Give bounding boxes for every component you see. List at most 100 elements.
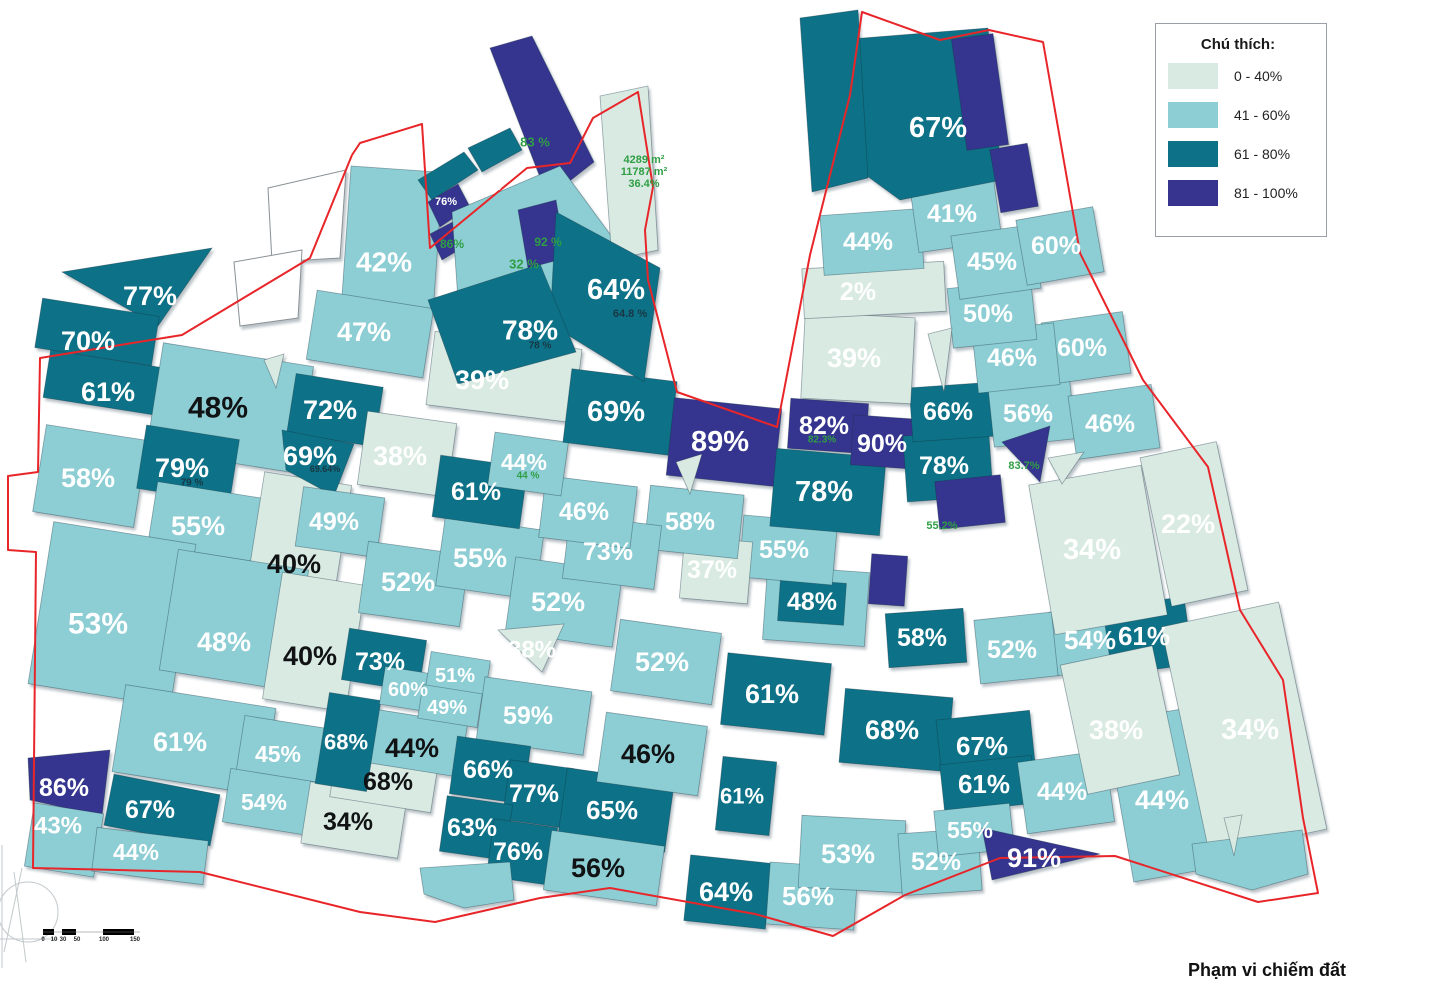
block-percentage-label: 61% [958, 769, 1010, 799]
block-percentage-label: 45% [255, 741, 301, 767]
block-percentage-label: 48% [188, 392, 248, 425]
legend-item: 61 - 80% [1168, 141, 1326, 167]
block-annotation: 32 % [509, 257, 539, 272]
block-percentage-label: 44% [1037, 778, 1087, 806]
map-block [981, 827, 1101, 881]
block-percentage-label: 44% [843, 228, 893, 256]
block-percentage-label: 69% [283, 441, 337, 471]
map-block [314, 692, 382, 792]
map-block [610, 618, 722, 706]
map-block [542, 829, 666, 907]
block-percentage-label: 55% [947, 817, 993, 843]
block-percentage-label: 38% [508, 637, 556, 664]
block-percentage-label: 52% [635, 647, 689, 677]
block-percentage-label: 48% [197, 627, 251, 657]
block-percentage-label: 61% [451, 478, 501, 506]
block-percentage-label: 49% [427, 697, 467, 719]
legend-item-label: 81 - 100% [1234, 185, 1298, 201]
block-percentage-label: 76% [479, 181, 501, 193]
legend-item-label: 61 - 80% [1234, 146, 1291, 162]
block-percentage-label: 41% [927, 200, 977, 228]
legend-swatch [1168, 102, 1218, 128]
block-percentage-label: 60% [1057, 334, 1107, 362]
block-percentage-label: 63% [447, 814, 497, 842]
block-percentage-label: 45% [967, 248, 1017, 276]
block-percentage-label: 73% [355, 648, 405, 676]
map-block [596, 711, 708, 797]
block-annotation: 4289 m² [624, 154, 665, 166]
block-percentage-label: 54% [1064, 625, 1116, 655]
block-percentage-label: 68% [324, 730, 368, 755]
block-percentage-label: 77% [123, 281, 177, 311]
map-block [419, 861, 515, 909]
block-percentage-label: 58% [897, 624, 947, 652]
legend-swatch [1168, 63, 1218, 89]
block-percentage-label: 38% [373, 441, 427, 471]
legend-swatch [1168, 180, 1218, 206]
block-percentage-label: 68% [363, 768, 413, 796]
block-percentage-label: 46% [559, 498, 609, 526]
block-percentage-label: 52% [911, 848, 961, 876]
block-percentage-label: 82% [799, 412, 849, 440]
block-percentage-label: 90% [857, 430, 907, 458]
block-percentage-label: 43% [34, 813, 82, 840]
block-percentage-label: 55% [759, 536, 809, 564]
block-annotation: 78 % [529, 341, 552, 352]
block-percentage-label: 61% [720, 784, 764, 809]
map-block [1001, 425, 1051, 483]
block-percentage-label: 34% [323, 808, 373, 836]
scale-bar-tick-label: 10 [51, 937, 58, 943]
legend-item-label: 41 - 60% [1234, 107, 1291, 123]
block-percentage-label: 52% [381, 567, 435, 597]
map-block [1028, 464, 1168, 636]
block-percentage-label: 58% [61, 463, 115, 493]
block-percentage-label: 44% [1135, 785, 1189, 815]
block-percentage-label: 49% [309, 508, 359, 536]
block-percentage-label: 79% [155, 453, 209, 483]
block-percentage-label: 38% [1089, 715, 1143, 745]
map-block [989, 142, 1039, 214]
block-percentage-label: 69% [587, 396, 645, 428]
block-annotation: 83 % [520, 135, 550, 150]
legend-items: 0 - 40% 41 - 60% 61 - 80% 81 - 100% [1168, 63, 1326, 206]
block-percentage-label: 46% [621, 739, 675, 769]
block-percentage-label: 46% [1085, 410, 1135, 438]
block-percentage-label: 44% [385, 733, 439, 763]
map-block [1015, 206, 1105, 286]
map-block [538, 475, 638, 549]
block-percentage-label: 61% [153, 727, 207, 757]
block-percentage-label: 58% [665, 508, 715, 536]
map-block [305, 289, 435, 379]
block-percentage-label: 50% [963, 300, 1013, 328]
block-annotation: 11787 m² [621, 166, 668, 178]
map-block [467, 127, 523, 173]
legend: Chú thích: 0 - 40% 41 - 60% 61 - 80% 81 - 1… [1155, 23, 1327, 237]
block-annotation: 86% [440, 237, 464, 251]
block-percentage-label: 77% [509, 780, 559, 808]
map-block [884, 607, 968, 669]
legend-title: Chú thích: [1200, 36, 1276, 53]
block-percentage-label: 39% [455, 365, 509, 395]
block-annotation: 64.8 % [613, 308, 647, 320]
block-percentage-label: 54% [241, 789, 287, 815]
map-block [263, 353, 285, 390]
map-block [32, 424, 148, 528]
block-percentage-label: 64% [587, 274, 645, 306]
blocks-layer [23, 9, 1328, 931]
block-percentage-label: 52% [531, 587, 585, 617]
block-percentage-label: 68% [865, 715, 919, 745]
block-percentage-label: 72% [303, 395, 357, 425]
block-percentage-label: 51% [435, 665, 475, 687]
map-block [799, 9, 869, 193]
legend-swatch [1168, 141, 1218, 167]
block-percentage-label: 73% [583, 538, 633, 566]
map-block [427, 263, 577, 385]
map-block [675, 453, 703, 496]
block-percentage-label: 67% [125, 796, 175, 824]
block-percentage-label: 44% [501, 449, 547, 475]
map-block [103, 773, 221, 847]
block-percentage-label: 86% [39, 774, 89, 802]
block-percentage-label: 70% [61, 326, 115, 356]
block-percentage-label: 46% [987, 344, 1037, 372]
